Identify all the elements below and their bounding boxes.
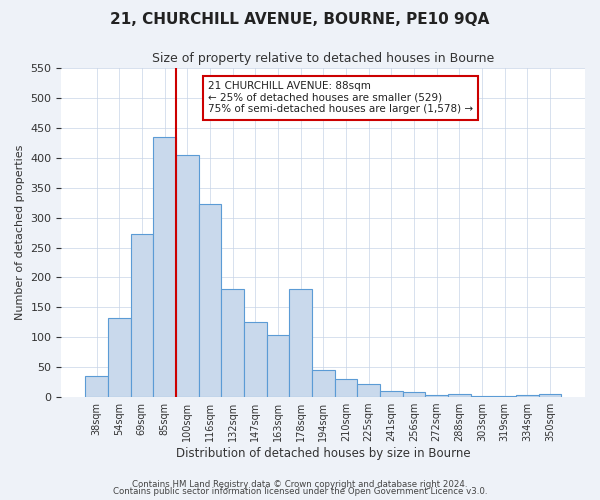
Text: Contains HM Land Registry data © Crown copyright and database right 2024.: Contains HM Land Registry data © Crown c…: [132, 480, 468, 489]
Bar: [425, 396, 448, 397]
Text: 21, CHURCHILL AVENUE, BOURNE, PE10 9QA: 21, CHURCHILL AVENUE, BOURNE, PE10 9QA: [110, 12, 490, 28]
Bar: [176, 155, 199, 397]
Bar: [244, 322, 266, 397]
Text: Contains public sector information licensed under the Open Government Licence v3: Contains public sector information licen…: [113, 487, 487, 496]
Bar: [199, 204, 221, 397]
Text: 21 CHURCHILL AVENUE: 88sqm
← 25% of detached houses are smaller (529)
75% of sem: 21 CHURCHILL AVENUE: 88sqm ← 25% of deta…: [208, 81, 473, 114]
Bar: [289, 289, 312, 397]
Bar: [131, 234, 153, 397]
Bar: [335, 379, 357, 397]
Bar: [380, 391, 403, 397]
X-axis label: Distribution of detached houses by size in Bourne: Distribution of detached houses by size …: [176, 447, 470, 460]
Bar: [493, 396, 516, 397]
Bar: [470, 396, 493, 397]
Bar: [403, 392, 425, 397]
Bar: [85, 376, 108, 397]
Bar: [448, 394, 470, 397]
Bar: [108, 318, 131, 397]
Title: Size of property relative to detached houses in Bourne: Size of property relative to detached ho…: [152, 52, 494, 66]
Bar: [221, 289, 244, 397]
Bar: [266, 336, 289, 397]
Bar: [357, 384, 380, 397]
Bar: [312, 370, 335, 397]
Bar: [539, 394, 561, 397]
Bar: [516, 396, 539, 397]
Bar: [153, 137, 176, 397]
Y-axis label: Number of detached properties: Number of detached properties: [15, 145, 25, 320]
